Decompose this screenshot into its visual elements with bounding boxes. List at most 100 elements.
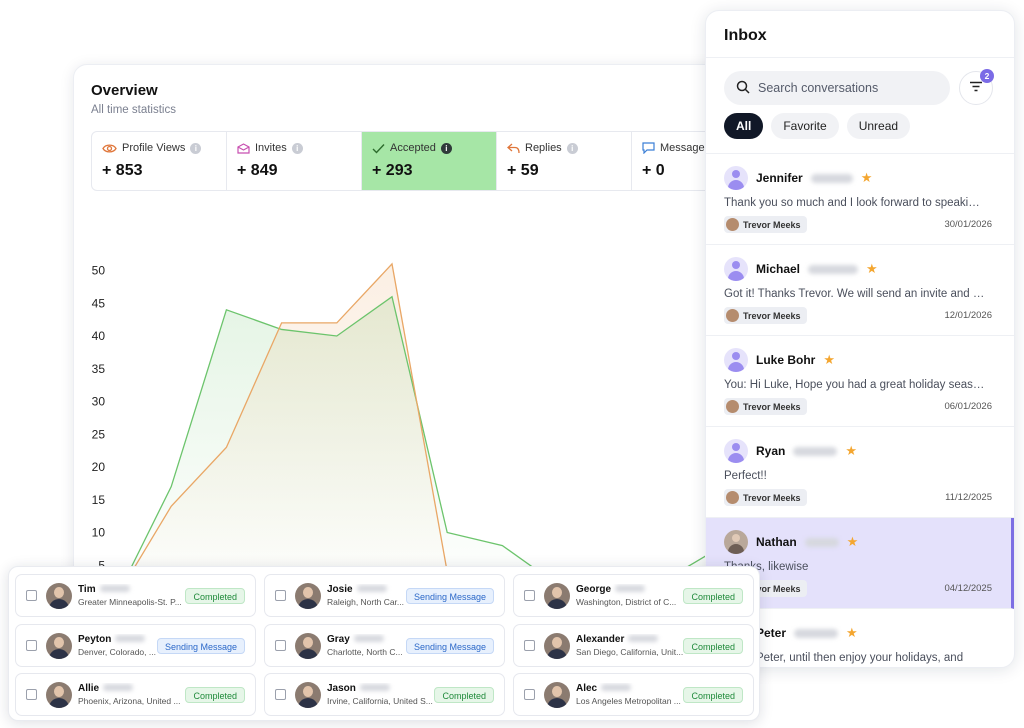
star-icon[interactable]: ★ — [860, 170, 873, 185]
status-badge: Completed — [683, 638, 743, 654]
star-icon[interactable]: ★ — [823, 352, 835, 367]
owner-tag: Trevor Meeks — [724, 489, 807, 506]
search-icon — [736, 80, 750, 97]
conversation-name: Nathan — [756, 535, 797, 549]
lead-name-text: Alexander — [576, 634, 625, 645]
stat-value: + 293 — [372, 162, 413, 179]
conversation-name: Ryan — [756, 444, 786, 458]
conversation-preview: You: Hi Luke, Hope you had a great holid… — [724, 379, 986, 391]
envelope-icon — [237, 142, 250, 154]
lead-card[interactable]: George Washington, District of C... Comple… — [513, 574, 754, 617]
eye-icon — [102, 143, 117, 154]
lead-card[interactable]: Allie Phoenix, Arizona, United ... Complet… — [15, 673, 256, 716]
stats-row: Profile Views i + 853 Invites i + 849 Ac… — [91, 131, 772, 191]
divider — [706, 153, 1014, 154]
lead-checkbox[interactable] — [275, 640, 286, 651]
lead-checkbox[interactable] — [275, 689, 286, 700]
lead-checkbox[interactable] — [524, 689, 535, 700]
lead-name: Jason — [327, 683, 435, 694]
lead-name: Tim — [78, 584, 186, 595]
star-icon[interactable]: ★ — [845, 443, 857, 458]
conversation-item[interactable]: Luke Bohr ★ You: Hi Luke, Hope you had a… — [706, 336, 1014, 427]
star-icon[interactable]: ★ — [846, 534, 859, 549]
lead-name-text: Josie — [327, 584, 353, 595]
blurred-surname — [808, 264, 859, 274]
pill-unread[interactable]: Unread — [846, 113, 911, 139]
conversation-item[interactable]: Michael ★ Got it! Thanks Trevor. We will… — [706, 245, 1014, 336]
pill-favorite[interactable]: Favorite — [771, 113, 839, 139]
lead-card[interactable]: Gray Charlotte, North C... Sending Message — [264, 624, 505, 667]
y-tick-label: 30 — [92, 395, 106, 409]
status-badge: Completed — [185, 687, 245, 703]
conversation-item-selected[interactable]: Nathan ★ Thanks, likewise Trevor Meeks 0… — [706, 518, 1014, 609]
blurred-surname — [794, 628, 839, 638]
y-tick-label: 20 — [92, 460, 106, 474]
avatar — [46, 582, 72, 609]
lead-card[interactable]: Josie Raleigh, North Car... Sending Messag… — [264, 574, 505, 617]
lead-checkbox[interactable] — [26, 689, 37, 700]
lead-text: Gray Charlotte, North C... — [327, 634, 435, 657]
conversation-date: 30/01/2026 — [944, 219, 992, 230]
stat-label: Accepted — [390, 142, 436, 154]
blurred-surname — [793, 446, 838, 456]
owner-avatar — [726, 218, 739, 231]
line-chart: 05101520253035404550Oct 27Nov 3Nov 10Nov… — [92, 262, 724, 603]
info-icon[interactable]: i — [440, 142, 452, 154]
lead-location: San Diego, California, Unit... — [576, 647, 684, 657]
conversation-preview: Got it! Thanks Trevor. We will send an i… — [724, 288, 986, 300]
lead-name-text: Gray — [327, 634, 350, 645]
info-icon[interactable]: i — [291, 142, 303, 154]
conversation-preview: Thanks, likewise — [724, 561, 809, 573]
stat-accepted[interactable]: Accepted i + 293 — [362, 132, 497, 190]
owner-avatar — [726, 491, 739, 504]
owner-avatar — [726, 309, 739, 322]
conversation-preview: Thank you so much and I look forward to … — [724, 197, 986, 209]
inbox-title: Inbox — [724, 27, 767, 44]
lead-card[interactable]: Peyton Denver, Colorado, ... Sending Messa… — [15, 624, 256, 667]
stat-profile-views[interactable]: Profile Views i + 853 — [92, 132, 227, 190]
conversation-item[interactable]: Ryan ★ Perfect!! Trevor Meeks 11/12/2025 — [706, 427, 1014, 518]
conversation-name: Michael — [756, 262, 801, 276]
status-badge: Completed — [683, 687, 743, 703]
blurred-surname — [99, 585, 130, 592]
lead-checkbox[interactable] — [26, 640, 37, 651]
lead-card[interactable]: Alexander San Diego, California, Unit... C… — [513, 624, 754, 667]
lead-name-text: George — [576, 584, 612, 595]
filter-count-badge: 2 — [980, 69, 994, 83]
avatar — [724, 439, 748, 463]
conversation-name: Jennifer — [756, 171, 803, 185]
lead-checkbox[interactable] — [524, 590, 535, 601]
lead-text: Jason Irvine, California, United S... — [327, 683, 435, 706]
conversation-name: Luke Bohr — [756, 353, 816, 367]
lead-checkbox[interactable] — [275, 590, 286, 601]
info-icon[interactable]: i — [190, 142, 202, 154]
search-input[interactable]: Search conversations — [724, 71, 950, 105]
lead-checkbox[interactable] — [26, 590, 37, 601]
star-icon[interactable]: ★ — [866, 261, 878, 276]
stat-invites[interactable]: Invites i + 849 — [227, 132, 362, 190]
stat-replies[interactable]: Replies i + 59 — [497, 132, 632, 190]
conversation-item[interactable]: Jennifer ★ Thank you so much and I look … — [706, 154, 1014, 245]
check-icon — [372, 143, 385, 154]
avatar — [46, 681, 72, 708]
conversation-date: 12/01/2026 — [944, 310, 992, 321]
lead-checkbox[interactable] — [524, 640, 535, 651]
lead-card[interactable]: Alec Los Angeles Metropolitan ... Complete… — [513, 673, 754, 716]
lead-card[interactable]: Jason Irvine, California, United S... Comp… — [264, 673, 505, 716]
stat-label: Profile Views — [122, 142, 186, 154]
star-icon[interactable]: ★ — [846, 625, 858, 640]
lead-card[interactable]: Tim Greater Minneapolis-St. P... Completed — [15, 574, 256, 617]
lead-name: Gray — [327, 634, 435, 645]
status-badge: Completed — [185, 588, 245, 604]
y-tick-label: 15 — [92, 493, 106, 507]
filter-button[interactable]: 2 — [959, 69, 994, 105]
info-icon[interactable]: i — [566, 142, 578, 154]
pill-all[interactable]: All — [724, 113, 764, 139]
stat-value: + 853 — [102, 162, 143, 179]
avatar — [724, 257, 748, 281]
lead-text: Allie Phoenix, Arizona, United ... — [78, 683, 186, 706]
lead-location: Los Angeles Metropolitan ... — [576, 696, 681, 706]
conversation-name: Peter — [756, 626, 787, 640]
y-tick-label: 10 — [92, 526, 106, 540]
